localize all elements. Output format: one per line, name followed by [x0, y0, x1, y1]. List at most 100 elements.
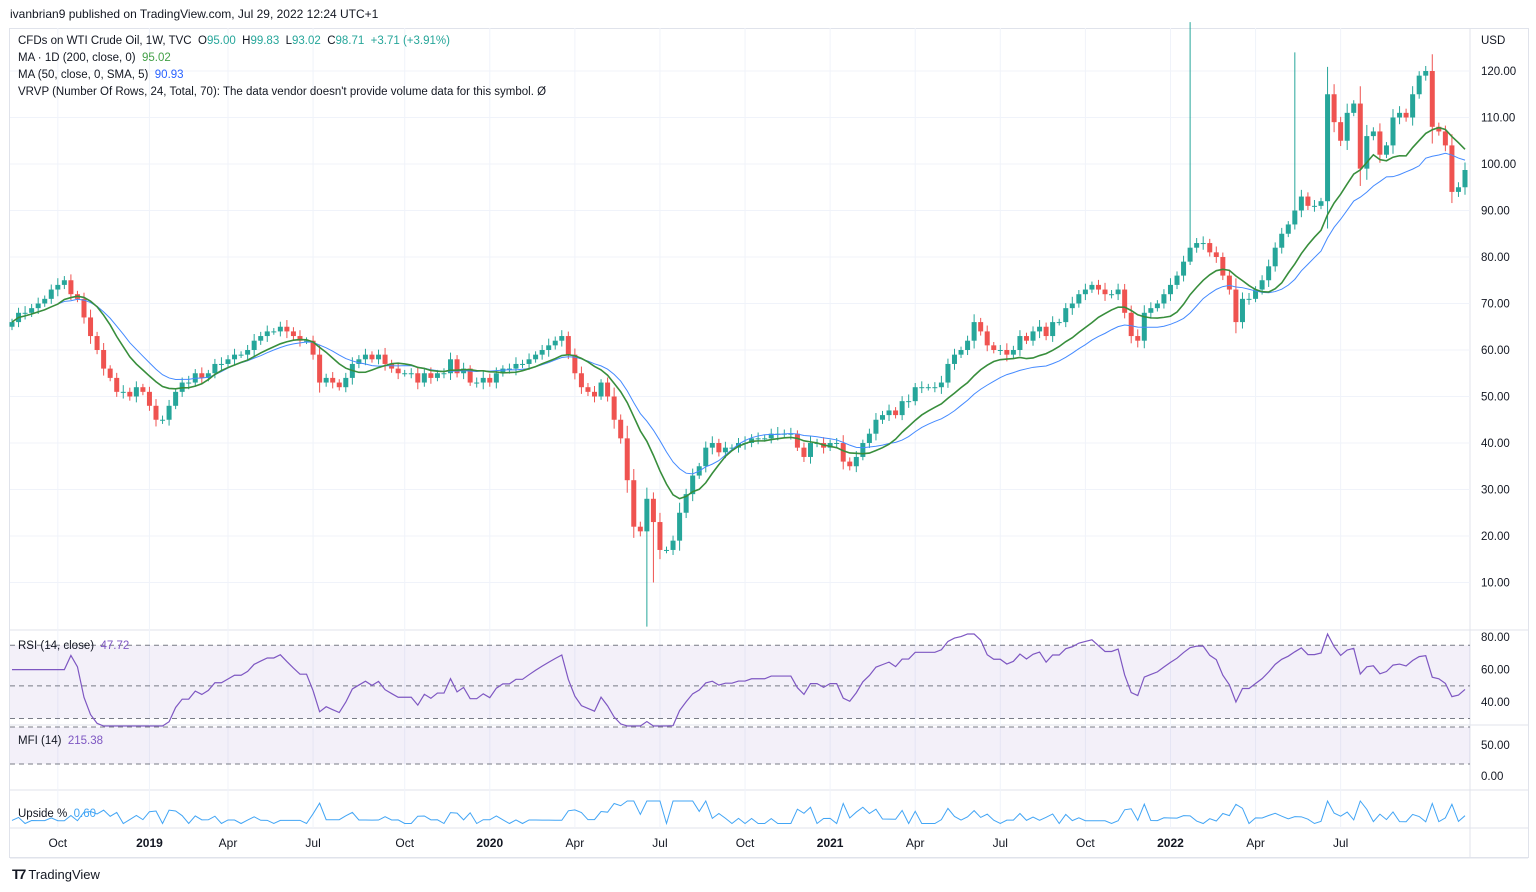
- time-tick-label: 2020: [476, 836, 503, 850]
- candle-up: [1076, 294, 1082, 304]
- candle-up: [552, 340, 558, 346]
- candle-down: [585, 387, 591, 392]
- candle-down: [382, 354, 388, 364]
- mfi-band: [10, 727, 1470, 764]
- candle-up: [1010, 350, 1016, 355]
- close-label: C: [327, 35, 336, 47]
- candle-up: [258, 336, 264, 341]
- candle-down: [395, 368, 401, 374]
- rsi-label: RSI (14, close): [18, 640, 95, 652]
- rsi-legend[interactable]: RSI (14, close) 47.72: [18, 640, 129, 652]
- symbol-name: CFDs on WTI Crude Oil, 1W, TVC: [18, 35, 192, 47]
- candle-up: [919, 387, 925, 389]
- candle-up: [1056, 322, 1062, 324]
- candle-down: [1357, 103, 1363, 169]
- candle-up: [807, 443, 813, 457]
- candle-down: [467, 368, 473, 383]
- candle-up: [677, 512, 683, 541]
- price-tick-label: 30.00: [1481, 485, 1510, 497]
- candle-up: [1259, 280, 1265, 290]
- candle-up: [1423, 71, 1429, 76]
- time-tick-label: Apr: [906, 836, 925, 850]
- candle-down: [330, 377, 336, 383]
- ma200-legend[interactable]: MA · 1D (200, close, 0) 95.02: [18, 52, 171, 64]
- candle-up: [29, 308, 35, 313]
- candle-down: [1436, 126, 1442, 132]
- candle-down: [1429, 71, 1435, 127]
- ma200-label: MA · 1D (200, close, 0): [18, 52, 136, 64]
- candle-up: [205, 373, 211, 378]
- candle-up: [945, 363, 951, 383]
- candle-up: [1266, 266, 1272, 281]
- candle-down: [1226, 275, 1232, 290]
- candle-up: [690, 475, 696, 495]
- time-tick-label: Oct: [1076, 836, 1095, 850]
- candle-up: [376, 354, 382, 360]
- candle-up: [670, 540, 676, 550]
- candle-up: [1285, 224, 1291, 234]
- rsi-tick-label: 60.00: [1481, 665, 1510, 677]
- candle-up: [120, 391, 126, 393]
- candle-down: [618, 419, 624, 439]
- price-tick-label: 110.00: [1481, 113, 1515, 125]
- candle-up: [356, 359, 362, 364]
- currency-label: USD: [1481, 35, 1505, 47]
- candle-up: [879, 415, 885, 420]
- candle-down: [284, 326, 290, 332]
- tradingview-brand[interactable]: T7 TradingView: [12, 866, 100, 882]
- symbol-legend[interactable]: CFDs on WTI Crude Oil, 1W, TVC O95.00 H9…: [18, 35, 450, 47]
- candle-up: [1325, 94, 1331, 202]
- candle-up: [218, 363, 224, 365]
- candle-down: [1338, 122, 1344, 141]
- mfi-legend[interactable]: MFI (14) 215.38: [18, 735, 103, 747]
- candle-up: [493, 373, 499, 383]
- candle-up: [736, 443, 741, 448]
- price-tick-label: 50.00: [1481, 392, 1510, 404]
- low-label: L: [285, 35, 293, 47]
- candle-up: [402, 373, 408, 375]
- candle-up: [860, 443, 866, 457]
- candle-down: [1023, 336, 1029, 341]
- candle-down: [840, 443, 846, 462]
- candle-down: [611, 396, 617, 420]
- candle-up: [35, 303, 41, 309]
- candle-up: [1397, 112, 1403, 118]
- rsi-line: [12, 632, 1466, 727]
- candle-up: [834, 443, 840, 444]
- candle-down: [94, 336, 100, 350]
- price-tick-label: 10.00: [1481, 578, 1510, 590]
- candle-up: [1017, 336, 1023, 350]
- candle-up: [1390, 117, 1396, 146]
- vrvp-label: VRVP (Number Of Rows, 24, Total, 70): Th…: [18, 86, 547, 98]
- candle-up: [932, 387, 938, 389]
- time-tick-label: 2022: [1157, 836, 1184, 850]
- time-tick-label: Jul: [1333, 836, 1348, 850]
- mfi-tick-label: 0.00: [1481, 771, 1503, 783]
- open-value: 95.00: [206, 35, 236, 47]
- candle-up: [1364, 136, 1370, 169]
- candle-down: [801, 447, 807, 457]
- candles: [9, 22, 1468, 627]
- upside-value: 0.60: [73, 808, 96, 820]
- candle-down: [336, 382, 342, 388]
- price-tick-label: 80.00: [1481, 252, 1510, 264]
- vrvp-legend[interactable]: VRVP (Number Of Rows, 24, Total, 70): Th…: [18, 86, 546, 98]
- candle-up: [965, 340, 971, 350]
- candle-up: [1174, 275, 1180, 285]
- candle-up: [1462, 169, 1468, 188]
- candle-up: [323, 377, 329, 383]
- candle-up: [434, 373, 440, 378]
- ma50-legend[interactable]: MA (50, close, 0, SMA, 5) 90.93: [18, 69, 184, 81]
- candle-up: [173, 391, 179, 406]
- candle-up: [703, 447, 709, 467]
- candle-up: [42, 298, 48, 304]
- upside-legend[interactable]: Upside % 0.60: [18, 808, 96, 820]
- candle-up: [232, 354, 238, 360]
- candle-down: [68, 280, 74, 295]
- tradingview-logo-icon: T7: [12, 866, 26, 882]
- time-tick-label: Oct: [736, 836, 755, 850]
- candle-down: [592, 391, 598, 397]
- candle-down: [140, 387, 146, 392]
- candle-up: [506, 368, 512, 370]
